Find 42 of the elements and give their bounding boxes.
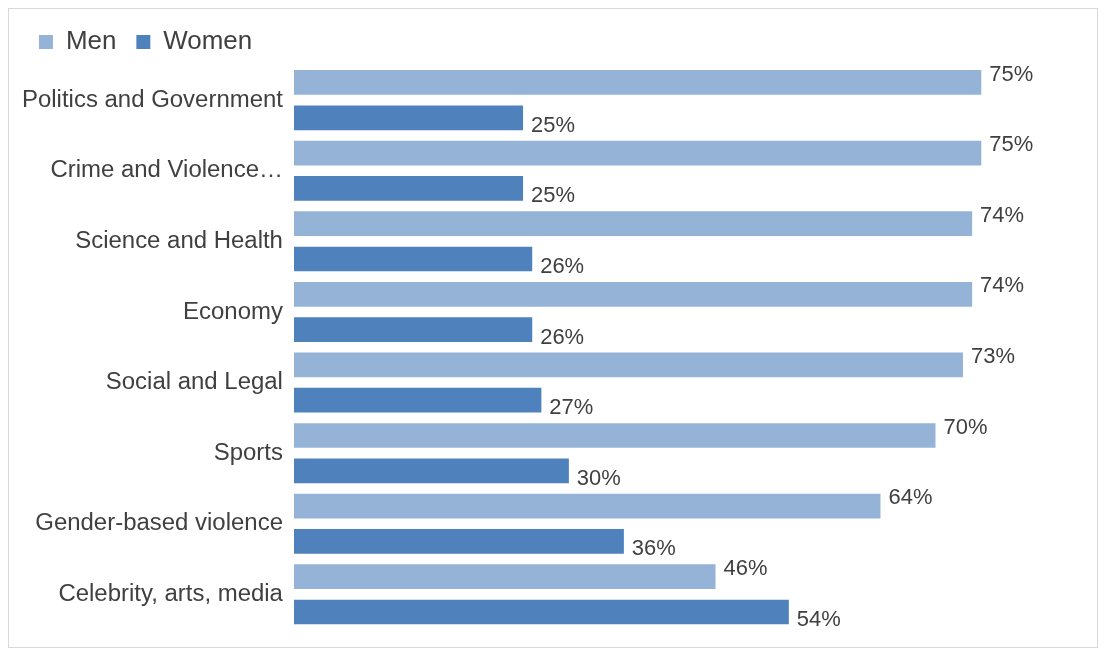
bar <box>293 176 524 201</box>
data-label: 70% <box>943 413 988 439</box>
data-label: 74% <box>980 272 1025 298</box>
bar <box>293 70 982 95</box>
bar <box>293 599 789 625</box>
bar <box>293 529 624 554</box>
data-label: 25% <box>531 182 575 208</box>
bar <box>293 105 524 131</box>
data-label: 25% <box>531 111 575 137</box>
bar <box>293 281 973 307</box>
y-tick-label: Social and Legal <box>105 367 283 395</box>
y-tick-label: Economy <box>183 296 283 324</box>
y-tick-label: Crime and Violence… <box>50 155 283 183</box>
bar <box>293 387 542 413</box>
bar <box>293 140 982 166</box>
bar <box>293 423 936 448</box>
data-label: 64% <box>888 484 933 510</box>
bar <box>293 493 881 519</box>
data-label: 27% <box>549 394 594 420</box>
data-label: 46% <box>723 554 768 580</box>
bar <box>293 317 533 342</box>
bar <box>293 458 569 484</box>
y-tick-label: Gender-based violence <box>35 508 283 536</box>
legend-label: Women <box>163 26 253 55</box>
bar <box>293 352 963 378</box>
data-label: 36% <box>631 535 676 561</box>
legend-label: Men <box>65 26 117 55</box>
y-tick-label: Celebrity, arts, media <box>58 578 284 606</box>
bar <box>293 211 973 237</box>
data-label: 26% <box>540 253 585 278</box>
bar <box>293 564 716 590</box>
data-label: 73% <box>970 342 1015 368</box>
data-label: 30% <box>576 464 621 490</box>
data-label: 75% <box>989 60 1034 86</box>
bar <box>293 246 533 272</box>
data-label: 54% <box>796 606 841 632</box>
data-label: 75% <box>989 131 1034 157</box>
y-tick-label: Science and Health <box>75 225 283 253</box>
data-label: 74% <box>980 201 1025 227</box>
data-label: 26% <box>540 323 585 349</box>
y-tick-label: Politics and Government <box>22 84 284 112</box>
y-tick-label: Sports <box>213 437 283 465</box>
